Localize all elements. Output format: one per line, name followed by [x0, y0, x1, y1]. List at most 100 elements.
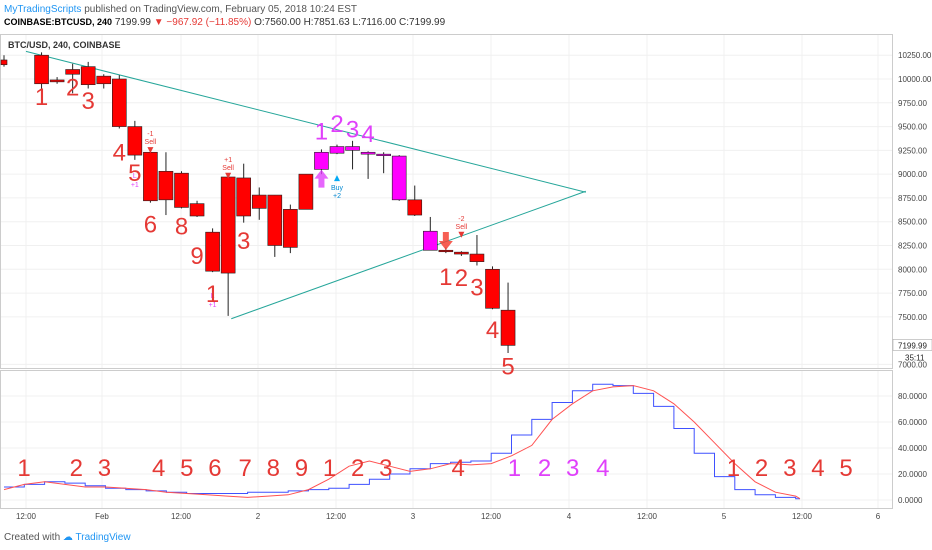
osc-count-label: 9 [295, 455, 308, 482]
signal-count: -2 [458, 216, 464, 223]
setup-count: +1 [131, 182, 139, 189]
x-tick-label: 12:00 [481, 512, 502, 521]
countdown-label: 35:11 [905, 353, 925, 362]
candle-body [391, 155, 407, 201]
sell-arrow-icon [458, 231, 465, 238]
y-tick-label: 9250.00 [898, 146, 927, 155]
osc-count-label: 4 [811, 455, 824, 482]
last-price: 7199.99 [114, 17, 151, 28]
osc-count-label: 6 [208, 455, 221, 482]
osc-count-label: 2 [351, 455, 364, 482]
count-label: 4 [113, 139, 126, 166]
count-label: 4 [486, 317, 499, 344]
count-label: 1 [35, 84, 48, 111]
osc-y-tick-label: 60.0000 [898, 418, 927, 427]
osc-count-label: 3 [566, 455, 579, 482]
y-tick-label: 8000.00 [898, 265, 927, 274]
y-tick-label: 9750.00 [898, 99, 927, 108]
signal-label: Sell [222, 165, 234, 172]
osc-count-label: 7 [238, 455, 251, 482]
osc-y-tick-label: 40.0000 [898, 444, 927, 453]
candle-body [174, 172, 189, 208]
count-label: 1 [206, 281, 219, 308]
y-tick-label: 9000.00 [898, 170, 927, 179]
sell-arrow-icon [147, 147, 154, 154]
candle-body [469, 253, 485, 262]
osc-count-label: 4 [152, 455, 165, 482]
osc-count-label: 3 [379, 455, 392, 482]
signal-count: -1 [147, 131, 153, 138]
candle-body [251, 194, 267, 209]
trendline [25, 50, 586, 193]
y-tick-label: 8250.00 [898, 241, 927, 250]
count-label: 2 [330, 111, 343, 138]
time-axis: 12:00 Feb 12:00 2 12:00 3 12:00 4 12:00 5 12:00 6 [16, 512, 881, 521]
x-tick-label: 3 [411, 512, 416, 521]
ohlc-values: O:7560.00 H:7851.63 L:7116.00 C:7199.99 [254, 17, 446, 28]
osc-count-label: 1 [508, 455, 521, 482]
price-axis: 10250.00 10000.00 9750.00 9500.00 9250.00 900… [892, 51, 932, 369]
chart-title: BTC/USD, 240, COINBASE [8, 40, 121, 50]
down-arrow-icon [438, 231, 453, 250]
osc-count-label: 8 [267, 455, 280, 482]
y-tick-label: 8750.00 [898, 194, 927, 203]
published-info: published on TradingView.com, February 0… [81, 4, 357, 15]
price-pane-frame [0, 34, 893, 369]
trendlines [25, 50, 586, 320]
candle-body [360, 151, 376, 155]
candle-body [49, 79, 65, 83]
osc-count-label: 4 [451, 455, 464, 482]
candle-body [0, 59, 8, 66]
signal-label: Sell [456, 224, 468, 231]
candle-body [158, 170, 174, 201]
candles [0, 52, 516, 354]
oscillator-blue-line [4, 383, 800, 500]
osc-y-tick-label: 20.0000 [898, 470, 927, 479]
x-tick-label: Feb [95, 512, 109, 521]
tradingview-link[interactable]: TradingView [75, 532, 131, 543]
count-label: 1 [315, 118, 328, 145]
x-tick-label: 6 [876, 512, 881, 521]
candle-body [112, 78, 127, 127]
y-tick-label: 10000.00 [898, 75, 932, 84]
y-tick-label: 10250.00 [898, 51, 932, 60]
candle-body [329, 146, 345, 154]
osc-y-tick-label: 0.0000 [898, 496, 923, 505]
osc-count-label: 2 [70, 455, 83, 482]
count-label: 2 [455, 265, 468, 292]
count-label: 3 [82, 88, 95, 115]
candle-body [189, 203, 205, 217]
last-price-box [892, 339, 932, 351]
candle-body [127, 126, 143, 156]
osc-count-label: 5 [180, 455, 193, 482]
y-tick-label: 7750.00 [898, 289, 927, 298]
x-tick-label: 2 [256, 512, 261, 521]
osc-count-label: 1 [323, 455, 336, 482]
count-label: 4 [361, 121, 374, 148]
pane-frames [0, 34, 893, 509]
y-tick-label: 8500.00 [898, 218, 927, 227]
symbol-label: COINBASE:BTCUSD, 240 [4, 17, 113, 27]
count-label: 3 [237, 228, 250, 255]
x-tick-label: 12:00 [171, 512, 192, 521]
candle-body [376, 153, 391, 156]
count-label: 2 [66, 75, 79, 102]
osc-count-label: 1 [17, 455, 30, 482]
publisher-link[interactable]: MyTradingScripts [4, 4, 82, 15]
candle-body [345, 146, 360, 151]
count-label: 1 [439, 264, 452, 291]
osc-count-label: 3 [783, 455, 796, 482]
candle-body [236, 177, 251, 217]
oscillator-pane-frame [0, 370, 893, 509]
footer: Created with ☁ TradingView [4, 532, 131, 543]
osc-y-tick-label: 80.0000 [898, 392, 927, 401]
candle-body [34, 54, 49, 85]
trendline [231, 190, 586, 320]
count-label: 6 [144, 212, 157, 239]
price-change: ▼ −967.92 (−11.85%) [153, 17, 252, 28]
x-tick-label: 5 [722, 512, 727, 521]
